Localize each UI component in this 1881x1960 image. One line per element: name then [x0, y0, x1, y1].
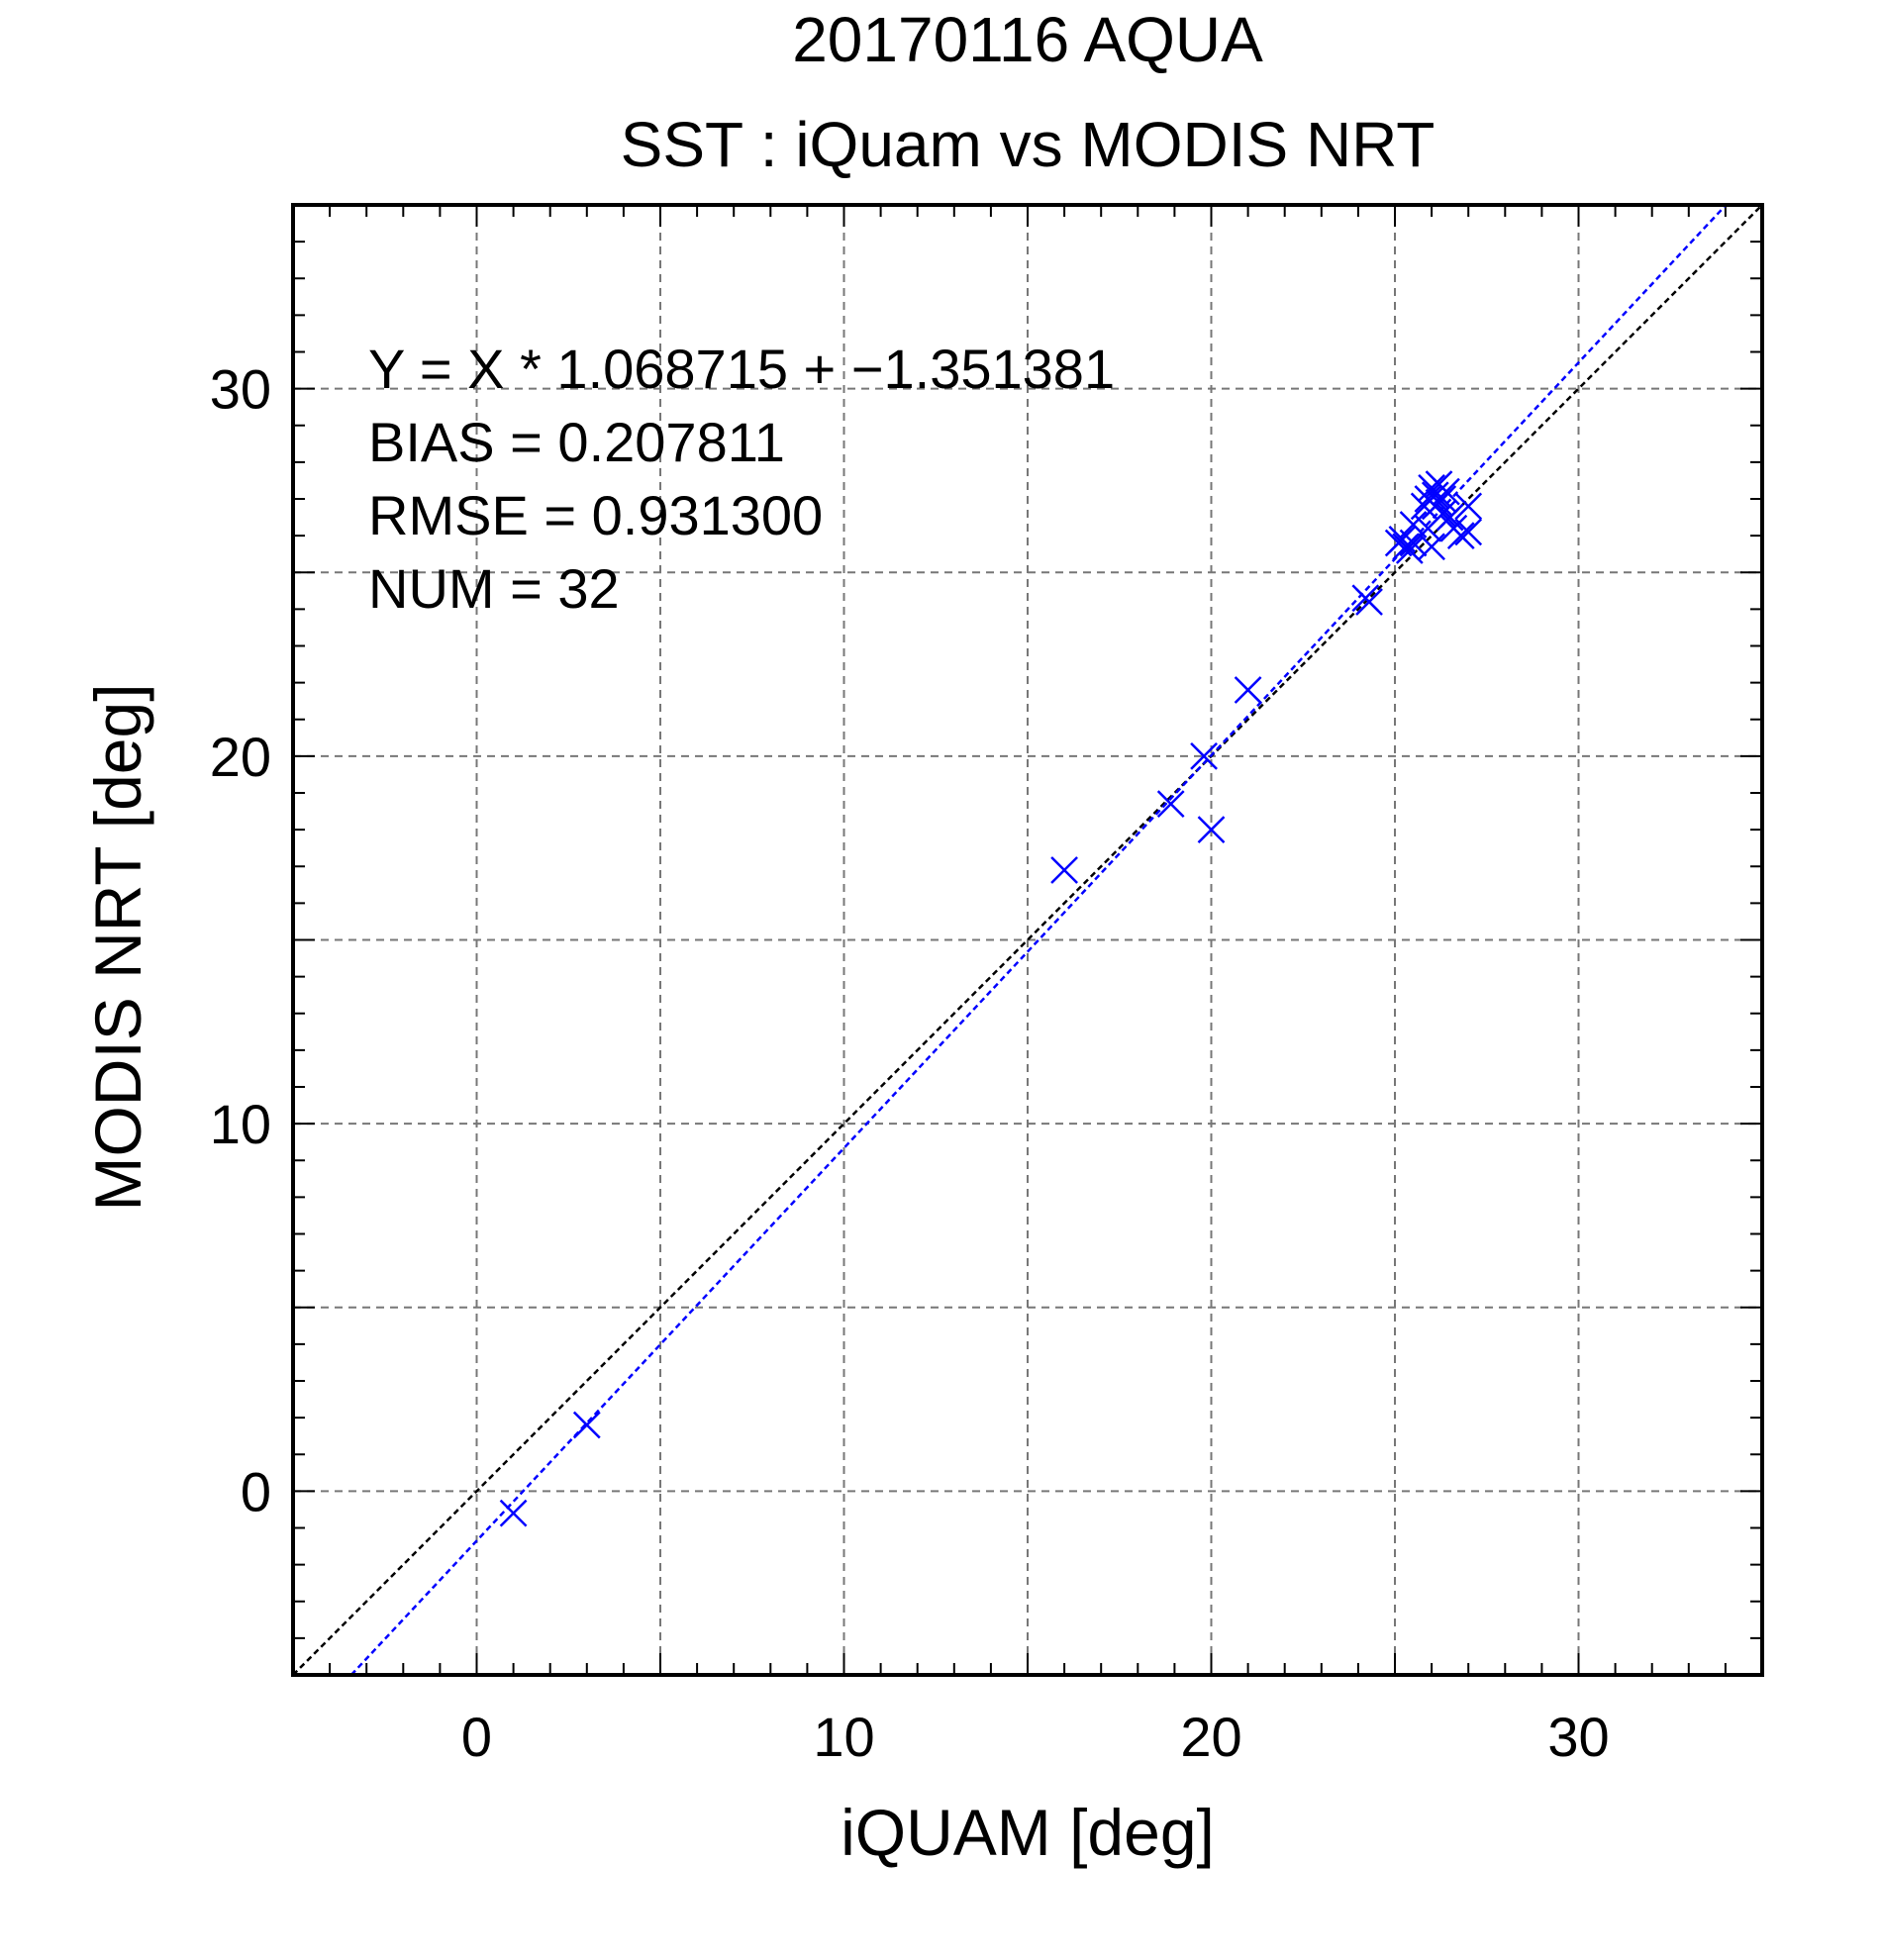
data-point	[1418, 533, 1445, 561]
data-point-stroke	[1190, 741, 1218, 770]
data-point-stroke	[1421, 481, 1449, 510]
x-tick-labels: 0 10 20 30	[461, 1706, 1610, 1768]
stats-annotation: Y = X * 1.068715 + −1.351381 BIAS = 0.20…	[368, 338, 1115, 620]
data-point	[1421, 492, 1449, 521]
data-points	[499, 470, 1483, 1527]
data-point	[499, 1499, 528, 1527]
data-point	[572, 1411, 601, 1439]
data-point-stroke	[1156, 790, 1185, 819]
data-point	[1234, 676, 1262, 704]
y-axis-label: MODIS NRT [deg]	[81, 683, 154, 1211]
data-point-stroke	[1234, 676, 1262, 704]
x-tick-label: 10	[813, 1706, 874, 1768]
x-axis-label: iQUAM [deg]	[841, 1796, 1215, 1869]
data-point	[1190, 741, 1218, 770]
data-point	[1454, 518, 1483, 546]
data-point-stroke	[1355, 588, 1383, 616]
data-point	[1421, 481, 1449, 510]
data-point	[1433, 477, 1460, 506]
grid	[293, 205, 1762, 1675]
y-tick-label: 30	[210, 358, 271, 421]
y-tick-label: 20	[210, 726, 271, 788]
fit-equation: Y = X * 1.068715 + −1.351381	[368, 338, 1115, 400]
data-point-stroke	[499, 1499, 528, 1527]
data-point-stroke	[1197, 816, 1226, 844]
data-point	[1197, 816, 1226, 844]
data-point-stroke	[1454, 492, 1483, 521]
plot-frame	[291, 203, 1764, 1677]
y-tick-labels: 0 10 20 30	[210, 358, 271, 1523]
data-point-stroke	[1418, 533, 1445, 561]
data-point	[1436, 503, 1464, 532]
data-point	[1446, 522, 1475, 550]
x-tick-label: 30	[1547, 1706, 1609, 1768]
chart-subtitle: SST : iQuam vs MODIS NRT	[621, 109, 1436, 180]
y-tick-label: 0	[241, 1460, 271, 1522]
x-tick-label: 20	[1180, 1706, 1241, 1768]
data-point	[1355, 588, 1383, 616]
data-point-stroke	[1446, 522, 1475, 550]
data-point-stroke	[1050, 856, 1078, 884]
data-point-stroke	[572, 1411, 601, 1439]
chart-title: 20170116 AQUA	[792, 4, 1263, 75]
data-point-stroke	[1388, 525, 1417, 553]
data-point	[1454, 492, 1483, 521]
data-point-stroke	[1395, 537, 1424, 564]
reference-lines	[292, 204, 1763, 1676]
data-point	[1050, 856, 1078, 884]
data-point	[1156, 790, 1185, 819]
rmse-value: RMSE = 0.931300	[368, 484, 823, 546]
data-point-stroke	[1436, 503, 1464, 532]
data-point-stroke	[1454, 518, 1483, 546]
data-point-stroke	[1433, 477, 1460, 506]
y-tick-label: 10	[210, 1093, 271, 1155]
bias-value: BIAS = 0.207811	[368, 411, 785, 473]
fit-line	[349, 204, 1728, 1676]
data-point-stroke	[1421, 492, 1449, 521]
x-tick-label: 0	[461, 1706, 492, 1768]
num-value: NUM = 32	[368, 557, 620, 620]
